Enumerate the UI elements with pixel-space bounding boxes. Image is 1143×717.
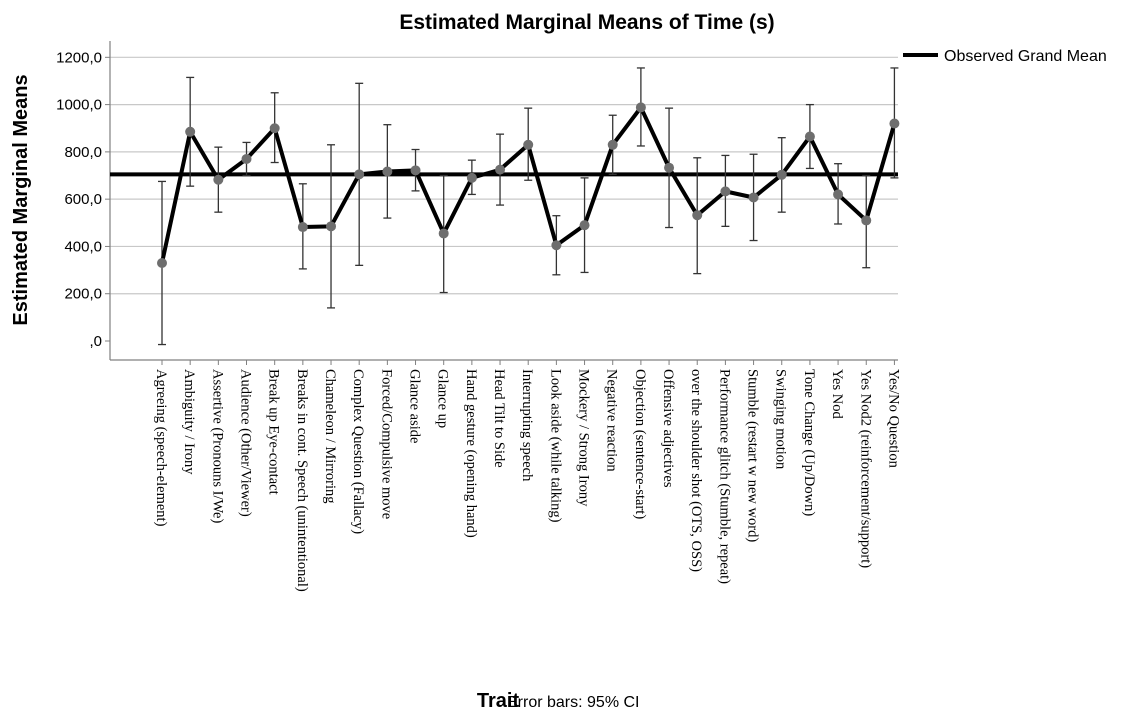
x-tick-label: Breaks in cont. Speech (unintentional) (294, 369, 310, 592)
gridlines (105, 56, 898, 342)
x-tick-label: Yes Nod2 (reinforcement/support) (857, 369, 873, 568)
mean-point (326, 221, 337, 232)
axes (109, 41, 898, 365)
error-bars-note: Error bars: 95% CI (507, 694, 639, 711)
mean-point (551, 240, 562, 251)
mean-point (607, 139, 618, 150)
mean-point (269, 123, 280, 134)
x-tick-label: Audience (Other/Viewer) (238, 369, 254, 517)
mean-point (466, 172, 477, 183)
mean-point (523, 139, 534, 150)
mean-point (748, 192, 759, 203)
x-tick-label: Swinging motion (773, 369, 789, 470)
error-bars (158, 67, 899, 346)
x-tick-label: Ambiguity / Irony (181, 369, 197, 475)
y-tick-labels: ,0 200,0 400,0 600,0 800,0 1000,0 1200,0 (56, 49, 102, 350)
x-tick-label: Yes Nod (829, 369, 845, 419)
y-tick-label: 800,0 (64, 144, 102, 161)
y-tick-label: 400,0 (64, 238, 102, 255)
mean-point (410, 165, 421, 176)
chart-title: Estimated Marginal Means of Time (s) (399, 11, 774, 34)
x-tick-label: over the shoulder shot (OTS, OSS) (688, 369, 704, 572)
mean-point (776, 169, 787, 180)
x-tick-label: Mockery / Strong Irony (576, 369, 592, 507)
mean-point (213, 174, 224, 185)
mean-point (833, 189, 844, 200)
x-tick-label: Look aside (while talking) (547, 369, 563, 523)
y-tick-label: 200,0 (64, 286, 102, 303)
x-tick-label: Forced/Compulsive move (378, 369, 394, 519)
mean-point (861, 215, 872, 226)
x-tick-label: Performance glitch (Stumble, repeat) (716, 369, 732, 584)
mean-point (354, 169, 365, 180)
mean-point (438, 228, 449, 239)
mean-point (185, 126, 196, 137)
mean-point (635, 102, 646, 113)
legend-label-grand-mean: Observed Grand Mean (944, 48, 1107, 65)
mean-point (664, 162, 675, 173)
x-tick-label: Tone Change (Up/Down) (801, 369, 817, 516)
legend: Observed Grand Mean (903, 48, 1107, 65)
x-tick-label: Glance aside (407, 369, 423, 443)
x-tick-label: Chameleon / Mirroring (322, 369, 338, 504)
x-tick-labels: Agreeing (speech-element) Ambiguity / Iro… (153, 369, 901, 592)
mean-point (382, 166, 393, 177)
x-tick-label: Assertive (Pronouns I/We) (209, 369, 225, 523)
y-tick-label: 1000,0 (56, 97, 102, 114)
mean-point (241, 153, 252, 164)
y-tick-label: ,0 (89, 333, 102, 350)
x-tick-label: Negative reaction (604, 369, 620, 472)
x-tick-label: Agreeing (speech-element) (153, 369, 169, 527)
x-axis-label: Trait (477, 690, 520, 712)
x-tick-label: Interrupting speech (519, 369, 535, 482)
y-axis-label: Estimated Marginal Means (10, 74, 32, 325)
mean-point (579, 220, 590, 231)
x-tick-label: Head Tilt to Side (491, 369, 507, 468)
mean-point (889, 118, 900, 129)
x-tick-label: Stumble (restart w new word) (745, 369, 761, 542)
y-tick-label: 600,0 (64, 191, 102, 208)
mean-point (720, 186, 731, 197)
x-tick-label: Yes/No Question (885, 369, 901, 469)
mean-points (157, 102, 900, 268)
x-tick-label: Offensive adjectives (660, 369, 676, 488)
x-tick-label: Break up Eye-contact (266, 369, 282, 495)
mean-point (692, 210, 703, 221)
x-tick-label: Complex Question (Fallacy) (350, 369, 366, 534)
x-tick-label: Hand gesture (opening hand) (463, 369, 479, 538)
mean-point (297, 222, 308, 233)
x-tick-label: Objection (sentence-start) (632, 369, 648, 519)
mean-point (495, 164, 506, 175)
mean-point (804, 131, 815, 142)
y-tick-label: 1200,0 (56, 49, 102, 66)
x-tick-label: Glance up (435, 369, 451, 428)
mean-point (157, 257, 167, 268)
